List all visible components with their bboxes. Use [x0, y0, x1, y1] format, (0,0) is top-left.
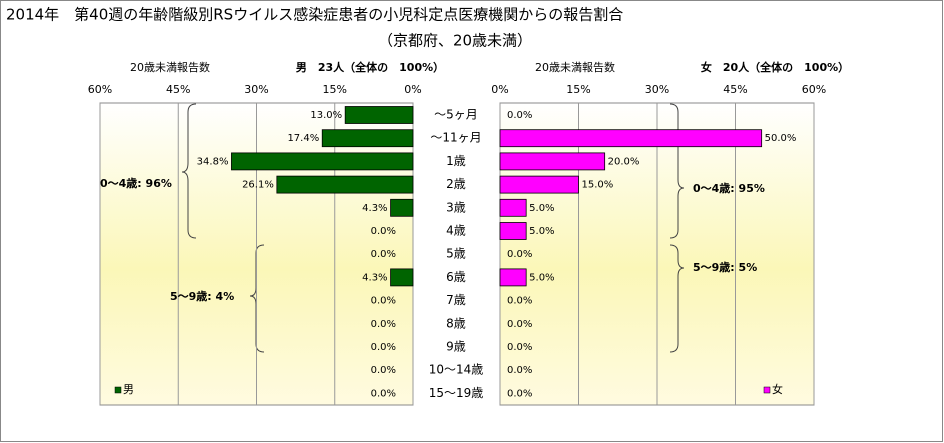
- data-label: 0.0%: [507, 365, 532, 376]
- legend-label: 男: [123, 383, 134, 396]
- data-label: 0.0%: [371, 342, 396, 353]
- bar: [344, 106, 414, 124]
- annotation: 5～9歳: 5%: [693, 260, 757, 274]
- bar: [499, 268, 527, 287]
- bar: [390, 198, 414, 217]
- bar: [231, 152, 414, 171]
- category-label: 3歳: [446, 200, 466, 214]
- data-label: 4.3%: [362, 272, 387, 283]
- annotation: 0～4歳: 96%: [100, 176, 172, 190]
- x-tick-label: 45%: [723, 83, 747, 96]
- bar: [276, 175, 414, 194]
- category-label: 7歳: [446, 293, 466, 307]
- axis-label: 20歳未満報告数: [130, 61, 210, 74]
- bar: [499, 175, 579, 194]
- bar: [499, 222, 527, 240]
- bar: [390, 268, 414, 287]
- x-tick-label: 0%: [404, 83, 421, 96]
- category-label: 4歳: [446, 224, 466, 238]
- data-label: 0.0%: [371, 226, 396, 237]
- data-label: 0.0%: [507, 296, 532, 307]
- data-label: 4.3%: [362, 203, 387, 214]
- brace: [181, 103, 197, 239]
- legend-swatch: [763, 386, 771, 394]
- data-label: 0.0%: [507, 319, 532, 330]
- data-label: 0.0%: [507, 388, 532, 399]
- category-label: 1歳: [446, 154, 466, 168]
- bar: [321, 129, 414, 148]
- x-tick-label: 45%: [166, 83, 190, 96]
- category-label: 9歳: [446, 340, 466, 354]
- annotation: 5～9歳: 4%: [170, 289, 234, 303]
- x-tick-label: 0%: [491, 83, 508, 96]
- bar: [499, 198, 527, 217]
- x-tick-label: 60%: [88, 83, 112, 96]
- x-tick-label: 60%: [802, 83, 826, 96]
- brace: [669, 103, 685, 239]
- category-label: 2歳: [446, 177, 466, 191]
- x-tick-label: 15%: [323, 83, 347, 96]
- data-label: 0.0%: [507, 342, 532, 353]
- data-label: 0.0%: [371, 365, 396, 376]
- x-tick-label: 15%: [566, 83, 590, 96]
- data-label: 0.0%: [507, 110, 532, 121]
- chart-title: 2014年 第40週の年齢階級別RSウイルス感染症患者の小児科定点医療機関からの…: [6, 6, 623, 24]
- data-label: 26.1%: [242, 180, 274, 191]
- data-label: 0.0%: [371, 249, 396, 260]
- annotation: 0～4歳: 95%: [693, 181, 765, 195]
- data-label: 0.0%: [507, 249, 532, 260]
- x-tick-label: 30%: [645, 83, 669, 96]
- legend-label: 女: [772, 382, 783, 396]
- axis-label: 20歳未満報告数: [535, 61, 615, 74]
- data-label: 20.0%: [608, 156, 640, 167]
- bar: [499, 129, 763, 148]
- category-label: 10～14歳: [429, 363, 484, 377]
- brace: [669, 244, 685, 353]
- legend-swatch: [114, 386, 122, 394]
- category-label: 15～19歳: [429, 386, 484, 400]
- data-label: 17.4%: [287, 133, 319, 144]
- data-label: 50.0%: [765, 133, 797, 144]
- category-label: 6歳: [446, 270, 466, 284]
- data-label: 5.0%: [529, 203, 554, 214]
- data-label: 15.0%: [582, 180, 614, 191]
- data-label: 0.0%: [371, 388, 396, 399]
- bar: [499, 152, 606, 171]
- data-label: 0.0%: [371, 319, 396, 330]
- category-label: ～11ヶ月: [430, 131, 481, 145]
- series-header: 女 20人（全体の 100%）: [701, 60, 849, 74]
- data-label: 13.0%: [310, 110, 342, 121]
- data-label: 34.8%: [197, 156, 229, 167]
- data-label: 5.0%: [529, 226, 554, 237]
- x-tick-label: 30%: [244, 83, 268, 96]
- category-label: 5歳: [446, 247, 466, 261]
- data-label: 5.0%: [529, 272, 554, 283]
- category-label: ～5ヶ月: [434, 108, 478, 122]
- category-label: 8歳: [446, 316, 466, 330]
- series-header: 男 23人（全体の 100%）: [296, 60, 444, 74]
- data-label: 0.0%: [371, 296, 396, 307]
- chart-subtitle: （京都府、20歳未満）: [378, 32, 532, 50]
